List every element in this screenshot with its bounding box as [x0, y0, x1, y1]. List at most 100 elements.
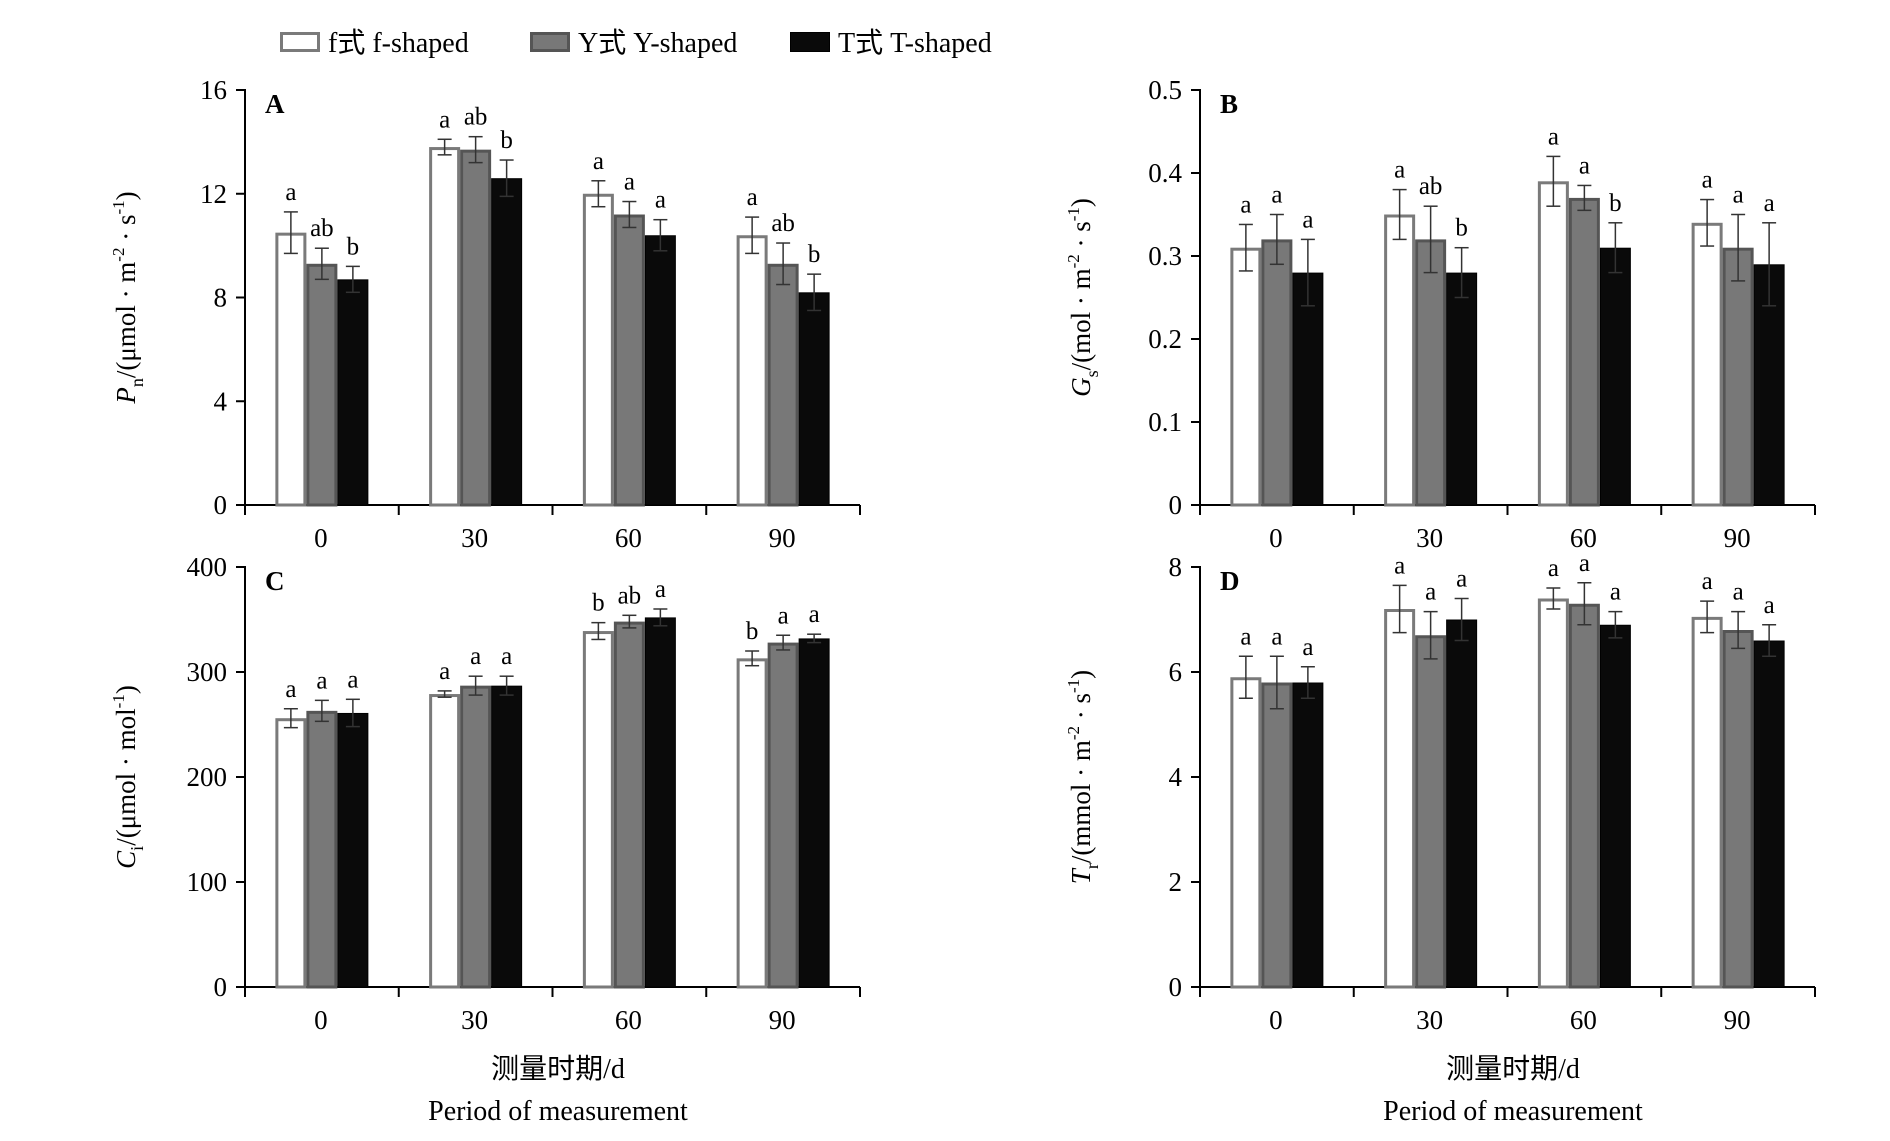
- y-axis-label-unit: · s: [1066, 221, 1096, 254]
- bar: [644, 617, 676, 988]
- significance-label: a: [1579, 152, 1590, 179]
- significance-label: a: [347, 666, 358, 693]
- y-tick-label: 4: [1169, 762, 1183, 792]
- x-tick-label: 30: [1416, 523, 1443, 553]
- y-tick-label: 8: [214, 283, 228, 313]
- bar: [767, 642, 799, 989]
- bar: [1261, 682, 1293, 989]
- y-axis-label-superscript: -1: [109, 694, 128, 708]
- x-tick-label: 90: [769, 1005, 796, 1035]
- significance-label: a: [439, 658, 450, 685]
- y-axis-label-symbol: G: [1066, 377, 1096, 397]
- panel-letter: C: [265, 566, 285, 596]
- x-tick-label: 60: [1570, 523, 1597, 553]
- y-axis-label: Ci/(μmol · mol-1): [109, 685, 147, 869]
- significance-label: ab: [310, 215, 334, 242]
- bar: [429, 147, 461, 507]
- significance-label: b: [808, 241, 821, 268]
- x-tick-label: 30: [461, 523, 488, 553]
- significance-label: a: [747, 184, 758, 211]
- x-tick-label: 90: [1724, 523, 1751, 553]
- significance-label: ab: [1419, 173, 1443, 200]
- bar: [1691, 222, 1723, 507]
- x-tick-label: 90: [769, 523, 796, 553]
- significance-label: ab: [464, 104, 488, 131]
- significance-label: a: [1394, 157, 1405, 184]
- y-axis-label-superscript: -2: [1064, 254, 1083, 268]
- y-axis-label-unit: · s: [111, 215, 141, 248]
- significance-label: a: [1548, 123, 1559, 150]
- y-axis-label-unit: ): [111, 685, 141, 694]
- significance-label: b: [500, 127, 513, 154]
- y-axis-label-unit: /(μmol · mol: [111, 708, 141, 845]
- x-tick-label: 30: [1416, 1005, 1443, 1035]
- bar: [460, 149, 492, 507]
- bar: [1599, 247, 1631, 506]
- x-tick-label: 0: [314, 523, 328, 553]
- significance-label: a: [1302, 206, 1313, 233]
- bar: [1384, 609, 1416, 989]
- significance-label: a: [1764, 592, 1775, 619]
- y-axis-label-unit: ): [1066, 198, 1096, 207]
- legend-swatch: [530, 32, 570, 52]
- significance-label: a: [1733, 579, 1744, 606]
- y-tick-label: 200: [187, 762, 228, 792]
- bar: [1537, 598, 1569, 989]
- bar: [1230, 247, 1262, 507]
- y-axis-label-unit: /(μmol · m: [111, 262, 141, 378]
- y-tick-label: 0.3: [1148, 241, 1182, 271]
- bar: [613, 214, 645, 507]
- significance-label: a: [809, 601, 820, 628]
- bar: [582, 193, 614, 507]
- significance-label: a: [1702, 167, 1713, 194]
- y-tick-label: 0: [214, 490, 228, 520]
- x-tick-label: 0: [314, 1005, 328, 1035]
- bar: [1753, 640, 1785, 988]
- y-tick-label: 300: [187, 657, 228, 687]
- y-tick-label: 400: [187, 552, 228, 582]
- bar: [1292, 272, 1324, 506]
- x-tick-label: 30: [461, 1005, 488, 1035]
- bar: [1415, 239, 1447, 507]
- bar: [275, 718, 307, 989]
- y-axis-label-subscript: s: [1082, 370, 1102, 377]
- bar: [1446, 619, 1478, 988]
- y-tick-label: 12: [200, 179, 227, 209]
- x-tick-label: 60: [1570, 1005, 1597, 1035]
- bar: [1446, 272, 1478, 506]
- y-tick-label: 16: [200, 75, 227, 105]
- significance-label: ab: [771, 210, 795, 237]
- bar: [1415, 635, 1447, 989]
- legend-label: Y式 Y-shaped: [578, 27, 737, 59]
- y-axis-label-superscript: -1: [1064, 207, 1083, 221]
- bar: [644, 235, 676, 506]
- x-axis-title-cn-left: 测量时期/d: [491, 1053, 625, 1085]
- y-axis-label-unit: ): [1066, 670, 1096, 679]
- significance-label: a: [1456, 566, 1467, 593]
- y-tick-label: 0.2: [1148, 324, 1182, 354]
- x-tick-label: 60: [615, 1005, 642, 1035]
- significance-label: a: [1610, 579, 1621, 606]
- x-axis-title-en-left: Period of measurement: [428, 1096, 688, 1127]
- y-axis-label-superscript: -2: [1064, 726, 1083, 740]
- significance-label: a: [285, 676, 296, 703]
- x-axis-title-en-right: Period of measurement: [1383, 1096, 1643, 1127]
- bar: [1722, 247, 1754, 507]
- y-axis-label-subscript: i: [127, 846, 147, 851]
- bar: [275, 232, 307, 507]
- significance-label: a: [1764, 190, 1775, 217]
- y-tick-label: 0.4: [1148, 158, 1182, 188]
- significance-label: b: [347, 233, 360, 260]
- legend-swatch: [790, 32, 830, 52]
- panel-letter: D: [1220, 566, 1240, 596]
- bar: [767, 263, 799, 507]
- bar: [1599, 624, 1631, 988]
- bar: [491, 178, 523, 506]
- bar: [491, 685, 523, 988]
- bar: [736, 235, 768, 507]
- significance-label: a: [1394, 552, 1405, 579]
- y-tick-label: 2: [1169, 867, 1183, 897]
- significance-label: a: [1733, 182, 1744, 209]
- y-axis-label-superscript: -1: [1064, 679, 1083, 693]
